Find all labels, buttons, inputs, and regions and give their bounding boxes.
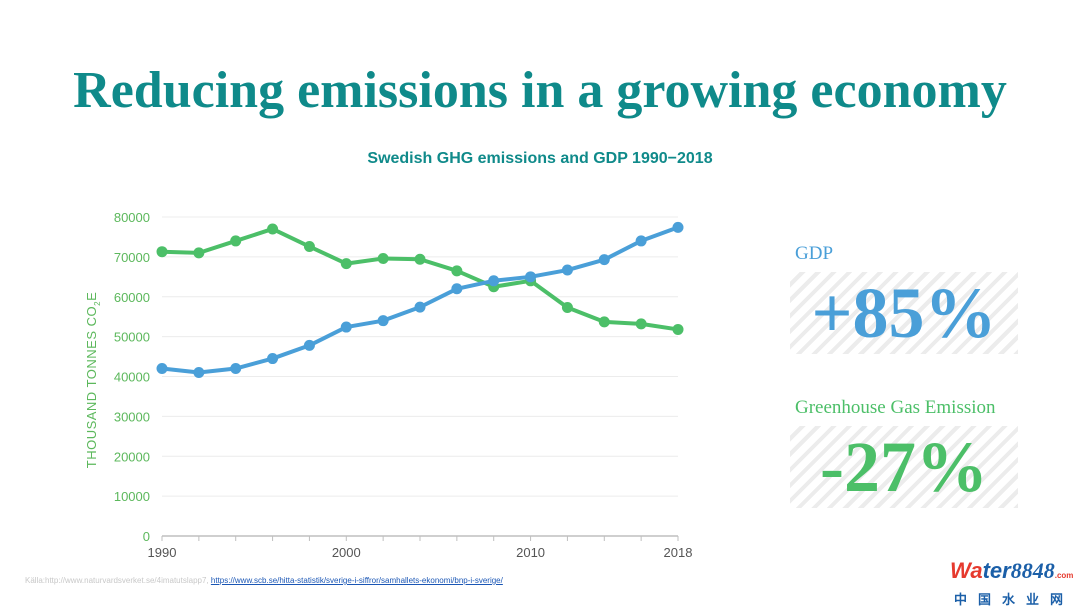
data-point-gdp-2016 (635, 235, 647, 247)
data-point-ghg-2014 (598, 316, 610, 328)
source-prefix: Källa:http://www.naturvardsverket.se/4im… (25, 576, 209, 585)
x-tick-label-2010: 2010 (516, 545, 545, 560)
x-tick-label-1990: 1990 (148, 545, 177, 560)
data-point-gdp-2000 (340, 321, 352, 333)
data-point-gdp-2018 (672, 221, 684, 233)
ghg-stat-value: -27% (820, 427, 988, 507)
y-tick-label-70000: 70000 (114, 250, 150, 265)
line-chart: 0 10000 20000 30000 40000 50000 60000 70000 8000… (114, 210, 693, 560)
data-point-gdp-1992 (193, 367, 205, 379)
data-point-ghg-2018 (672, 323, 684, 335)
logo-w: Wa (950, 558, 983, 583)
x-tick-label-2018: 2018 (664, 545, 693, 560)
ghg-stat-box: -27% (790, 426, 1018, 508)
y-tick-label-10000: 10000 (114, 489, 150, 504)
data-point-ghg-1996 (267, 223, 279, 235)
logo-domain: .com (1054, 571, 1074, 580)
data-point-ghg-1998 (303, 241, 315, 253)
logo-subtitle: 中国水业网 (954, 593, 1075, 608)
source-note: Källa:http://www.naturvardsverket.se/4im… (25, 576, 503, 585)
y-tick-label-50000: 50000 (114, 330, 150, 345)
data-point-ghg-2006 (451, 265, 463, 277)
water8848-logo[interactable]: Water8848.com 中国水业网 (950, 558, 1073, 608)
gdp-stat-value: +85% (811, 273, 997, 353)
data-point-gdp-2010 (525, 271, 537, 283)
y-tick-label-20000: 20000 (114, 449, 150, 464)
data-point-ghg-1992 (193, 247, 205, 259)
data-point-gdp-1998 (303, 339, 315, 351)
data-point-gdp-2008 (488, 275, 500, 287)
data-point-ghg-1990 (156, 246, 168, 258)
data-point-gdp-2006 (451, 283, 463, 295)
data-point-ghg-1994 (230, 235, 242, 247)
logo-wordmark: Water8848.com (950, 558, 1073, 587)
data-point-ghg-2016 (635, 318, 647, 330)
data-point-gdp-2014 (598, 254, 610, 266)
source-link[interactable]: https://www.scb.se/hitta-statistik/sveri… (210, 576, 503, 585)
gdp-stat-box: +85% (790, 272, 1018, 354)
data-point-gdp-1994 (230, 363, 242, 375)
logo-rest: ter (982, 558, 1011, 583)
data-point-gdp-1990 (156, 363, 168, 375)
data-point-gdp-2012 (561, 264, 573, 276)
data-point-gdp-1996 (267, 353, 279, 365)
y-tick-label-60000: 60000 (114, 290, 150, 305)
logo-number: 8848 (1010, 558, 1055, 583)
data-point-gdp-2004 (414, 301, 426, 313)
y-tick-label-80000: 80000 (114, 210, 150, 225)
data-point-ghg-2012 (561, 302, 573, 314)
chart-title: Swedish GHG emissions and GDP 1990−2018 (367, 150, 713, 167)
data-point-ghg-2004 (414, 253, 426, 265)
data-point-ghg-2002 (377, 252, 389, 264)
data-point-gdp-2002 (377, 315, 389, 327)
ghg-stat-label: Greenhouse Gas Emission (795, 397, 996, 418)
gdp-stat-label: GDP (795, 243, 834, 264)
x-tick-label-2000: 2000 (332, 545, 361, 560)
slide-title: Reducing emissions in a growing economy (73, 62, 1007, 119)
y-tick-label-40000: 40000 (114, 370, 150, 385)
series-line-gdp (160, 225, 680, 375)
y-tick-label-0: 0 (143, 529, 150, 544)
data-point-ghg-2000 (340, 258, 352, 270)
y-tick-label-30000: 30000 (114, 409, 150, 424)
